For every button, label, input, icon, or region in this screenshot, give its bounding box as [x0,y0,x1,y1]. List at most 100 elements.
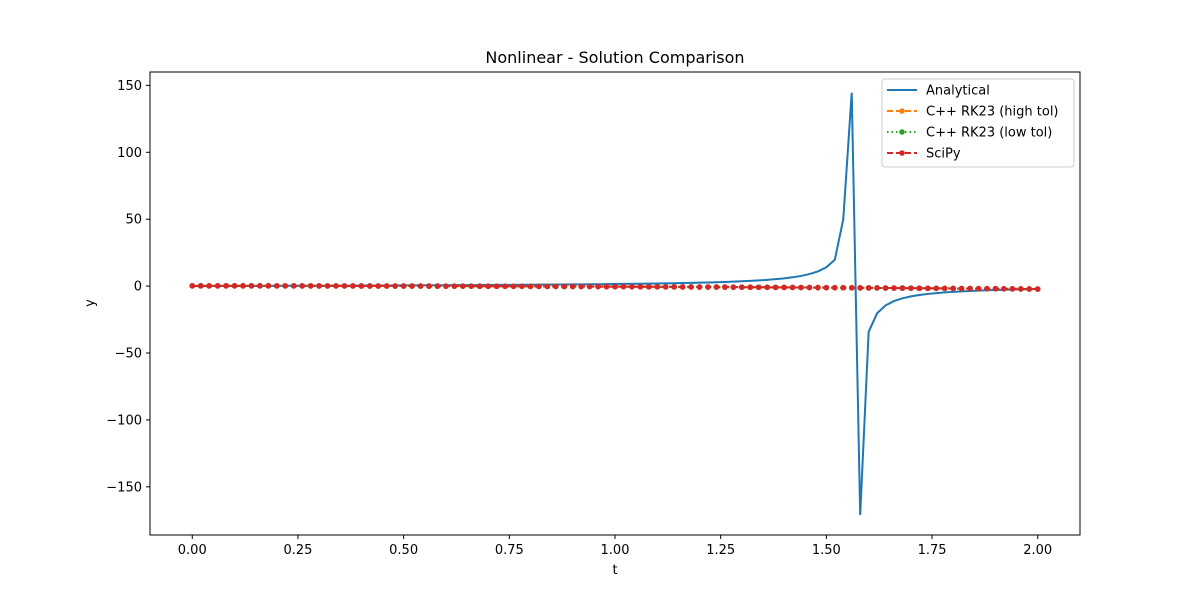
legend-marker [899,129,905,135]
data-point [493,283,500,290]
data-point [214,283,221,289]
data-point [713,284,720,290]
data-point [417,283,424,289]
legend-label: Analytical [926,84,990,99]
data-point [392,283,398,289]
data-point [282,283,289,289]
data-point [223,283,229,289]
data-point [882,285,889,291]
data-point [510,283,517,290]
x-tick-label: 0.50 [389,543,418,558]
data-point [941,285,948,292]
data-point [578,283,584,290]
data-point [248,283,255,289]
data-point [485,283,491,290]
data-point [443,283,449,289]
chart-title: Nonlinear - Solution Comparison [485,48,744,67]
data-point [958,285,965,292]
data-point [637,283,644,290]
data-point [367,283,373,289]
series-line [192,284,1038,291]
data-point [739,284,745,290]
data-point [569,283,576,290]
data-point [561,283,568,290]
y-tick-label: −50 [115,347,142,362]
plot-area [189,92,1041,515]
data-point [891,285,897,291]
data-point [755,284,762,291]
data-point [772,284,779,291]
data-point [1009,286,1016,292]
data-point [646,283,652,290]
data-point [333,283,339,289]
x-tick-label: 0.00 [178,543,207,558]
data-point [840,284,847,291]
data-point [815,284,821,291]
data-point [654,284,661,290]
data-point [747,284,754,291]
data-point [409,283,415,289]
data-point [662,284,669,290]
data-point [1001,285,1007,292]
legend-label: SciPy [926,147,961,162]
data-point [705,284,711,290]
legend-label: C++ RK23 (high tol) [926,105,1059,120]
data-point [925,285,931,292]
x-tick-label: 1.75 [918,543,947,558]
legend: Analytical C++ RK23 (high tol) C++ RK23 (l… [881,78,1075,168]
data-point [984,285,990,292]
y-tick-label: −100 [106,413,142,428]
data-point [730,284,737,290]
data-point [519,283,525,290]
data-point [231,283,238,289]
data-point [688,284,694,290]
data-point [476,283,483,290]
data-point [671,284,677,290]
y-axis-label: y [83,299,98,307]
x-tick-label: 1.50 [812,543,841,558]
legend-marker [899,150,905,156]
data-point [527,283,534,290]
data-point [781,284,787,291]
data-point [933,285,940,292]
data-point [350,283,356,289]
x-tick-label: 2.00 [1023,543,1052,558]
data-point [316,283,322,289]
data-point [595,283,601,290]
legend-label: C++ RK23 (low tol) [926,126,1052,141]
data-point [197,283,204,289]
data-point [240,283,246,289]
data-point [358,283,365,289]
data-point [307,283,314,289]
data-point [975,285,982,292]
data-point [603,283,610,290]
data-point [544,283,551,290]
data-point [865,285,872,291]
y-tick-label: 150 [117,79,142,94]
data-point [586,283,593,290]
data-point [536,283,542,290]
data-point [383,283,390,289]
data-point [189,283,196,289]
data-point [341,283,348,289]
data-point [823,284,830,291]
data-point [899,285,906,291]
data-point [400,283,407,289]
data-point [908,285,914,291]
data-point [789,284,796,291]
data-point [679,284,686,290]
data-point [967,285,973,292]
data-point [324,283,331,289]
data-point [1034,286,1041,292]
y-axis-ticks: 150 100 50 0 −50 −100 −150 [106,79,150,495]
data-point [806,284,813,291]
data-point [426,283,432,289]
legend-box [881,78,1075,168]
data-point [257,283,263,289]
x-axis-ticks: 0.00 0.25 0.50 0.75 1.00 1.25 1.50 1.75 2.00 [178,535,1052,558]
data-point [274,283,280,289]
data-point [722,284,728,290]
data-point [696,284,703,290]
data-point [764,284,770,291]
